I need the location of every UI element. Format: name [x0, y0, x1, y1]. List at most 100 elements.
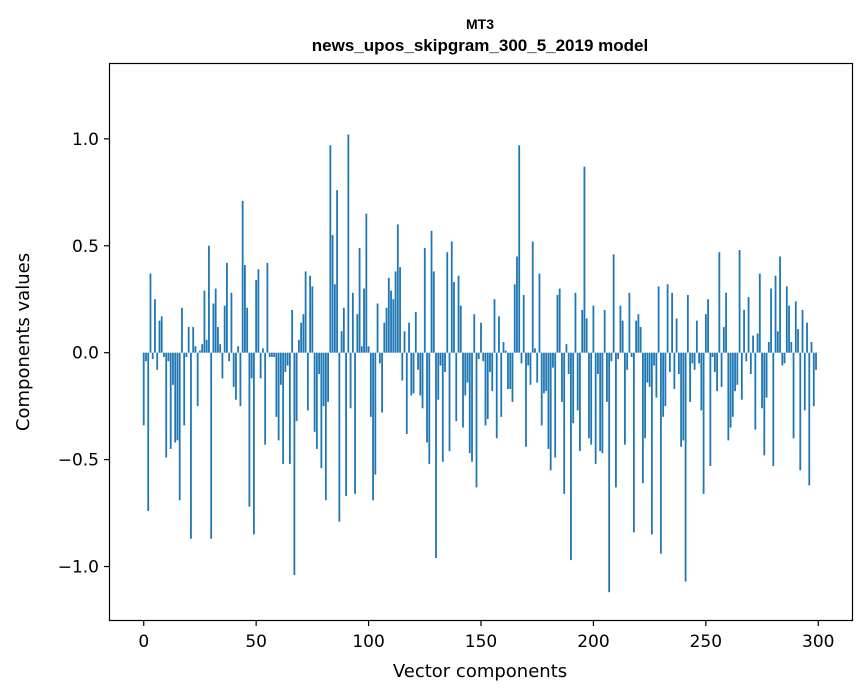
- bar-118: [408, 322, 410, 353]
- bar-24: [196, 352, 199, 407]
- bar-series: [142, 134, 817, 593]
- bar-211: [617, 352, 620, 360]
- bar-117: [405, 352, 408, 434]
- bar-288: [790, 342, 793, 353]
- bar-177: [540, 352, 543, 426]
- bar-50: [255, 279, 258, 353]
- bar-286: [785, 286, 788, 353]
- bar-134: [444, 352, 446, 372]
- bar-154: [489, 352, 491, 372]
- bar-77: [315, 352, 318, 449]
- bar-18: [183, 352, 186, 426]
- bar-193: [576, 352, 579, 411]
- bar-282: [776, 331, 779, 353]
- bar-185: [558, 288, 561, 353]
- bar-128: [430, 230, 433, 353]
- bar-96: [358, 247, 361, 353]
- bar-5: [154, 299, 156, 353]
- bar-140: [457, 275, 460, 353]
- bar-101: [369, 352, 372, 417]
- bar-88: [340, 331, 343, 353]
- bar-206: [606, 352, 608, 402]
- chart-title: MT3: [466, 16, 494, 32]
- bar-249: [702, 352, 705, 494]
- bar-69: [297, 339, 300, 353]
- bar-35: [221, 352, 224, 379]
- bar-83: [329, 145, 332, 353]
- bar-20: [187, 327, 190, 353]
- bar-298: [812, 352, 815, 407]
- bar-284: [781, 352, 784, 366]
- bar-289: [792, 352, 795, 439]
- bar-114: [399, 267, 401, 353]
- bar-12: [169, 352, 172, 449]
- bar-226: [650, 352, 653, 535]
- x-tick-label: 0: [138, 632, 149, 652]
- bar-95: [356, 314, 359, 353]
- bar-148: [475, 352, 478, 488]
- y-tick-label: 0.5: [72, 237, 99, 257]
- bar-93: [351, 292, 354, 353]
- bar-61: [279, 352, 282, 385]
- bar-238: [677, 352, 680, 375]
- bar-281: [774, 275, 777, 353]
- bar-121: [414, 312, 417, 353]
- bar-71: [302, 314, 305, 353]
- bar-205: [603, 309, 606, 353]
- bar-180: [547, 352, 550, 449]
- bar-225: [648, 352, 651, 387]
- bar-40: [232, 352, 235, 387]
- bar-210: [615, 352, 617, 488]
- bar-214: [624, 352, 626, 445]
- bar-283: [779, 256, 781, 353]
- bar-153: [486, 352, 489, 419]
- x-tick-label: 150: [465, 632, 497, 652]
- bar-158: [498, 316, 500, 353]
- y-tick-label: −0.5: [58, 451, 99, 471]
- bar-27: [203, 290, 206, 353]
- bar-62: [282, 352, 285, 464]
- y-axis-label: Components values: [13, 253, 34, 431]
- bar-216: [628, 292, 631, 353]
- bar-152: [484, 352, 487, 426]
- bar-189: [567, 352, 570, 375]
- bar-169: [522, 294, 525, 353]
- bar-143: [464, 352, 467, 396]
- bar-236: [673, 352, 676, 390]
- bar-296: [808, 352, 811, 486]
- bar-60: [277, 352, 280, 441]
- bar-219: [635, 320, 638, 353]
- bar-212: [619, 305, 622, 353]
- bar-168: [520, 352, 523, 364]
- bar-161: [504, 350, 507, 353]
- x-tick-label: 250: [690, 632, 722, 652]
- bar-104: [376, 303, 379, 353]
- bar-290: [794, 301, 797, 353]
- bar-163: [509, 352, 512, 390]
- bar-287: [788, 305, 790, 353]
- bar-201: [594, 352, 597, 464]
- bar-85: [333, 284, 336, 353]
- bar-224: [646, 352, 649, 383]
- bar-107: [383, 322, 386, 353]
- bar-53: [262, 348, 264, 353]
- x-tick-label: 100: [352, 632, 384, 652]
- bar-64: [286, 352, 289, 366]
- bar-157: [495, 352, 498, 439]
- bar-137: [450, 241, 453, 353]
- bar-33: [217, 327, 219, 353]
- bar-200: [592, 305, 595, 353]
- bar-145: [468, 352, 471, 454]
- bar-165: [513, 284, 516, 353]
- bar-37: [226, 262, 228, 353]
- bar-70: [300, 322, 303, 353]
- bar-65: [288, 352, 291, 464]
- bar-242: [686, 294, 689, 353]
- bar-181: [549, 352, 552, 471]
- bar-138: [453, 282, 455, 353]
- bar-94: [354, 352, 356, 494]
- bar-79: [320, 352, 323, 469]
- bar-78: [318, 352, 321, 375]
- bar-81: [324, 352, 327, 501]
